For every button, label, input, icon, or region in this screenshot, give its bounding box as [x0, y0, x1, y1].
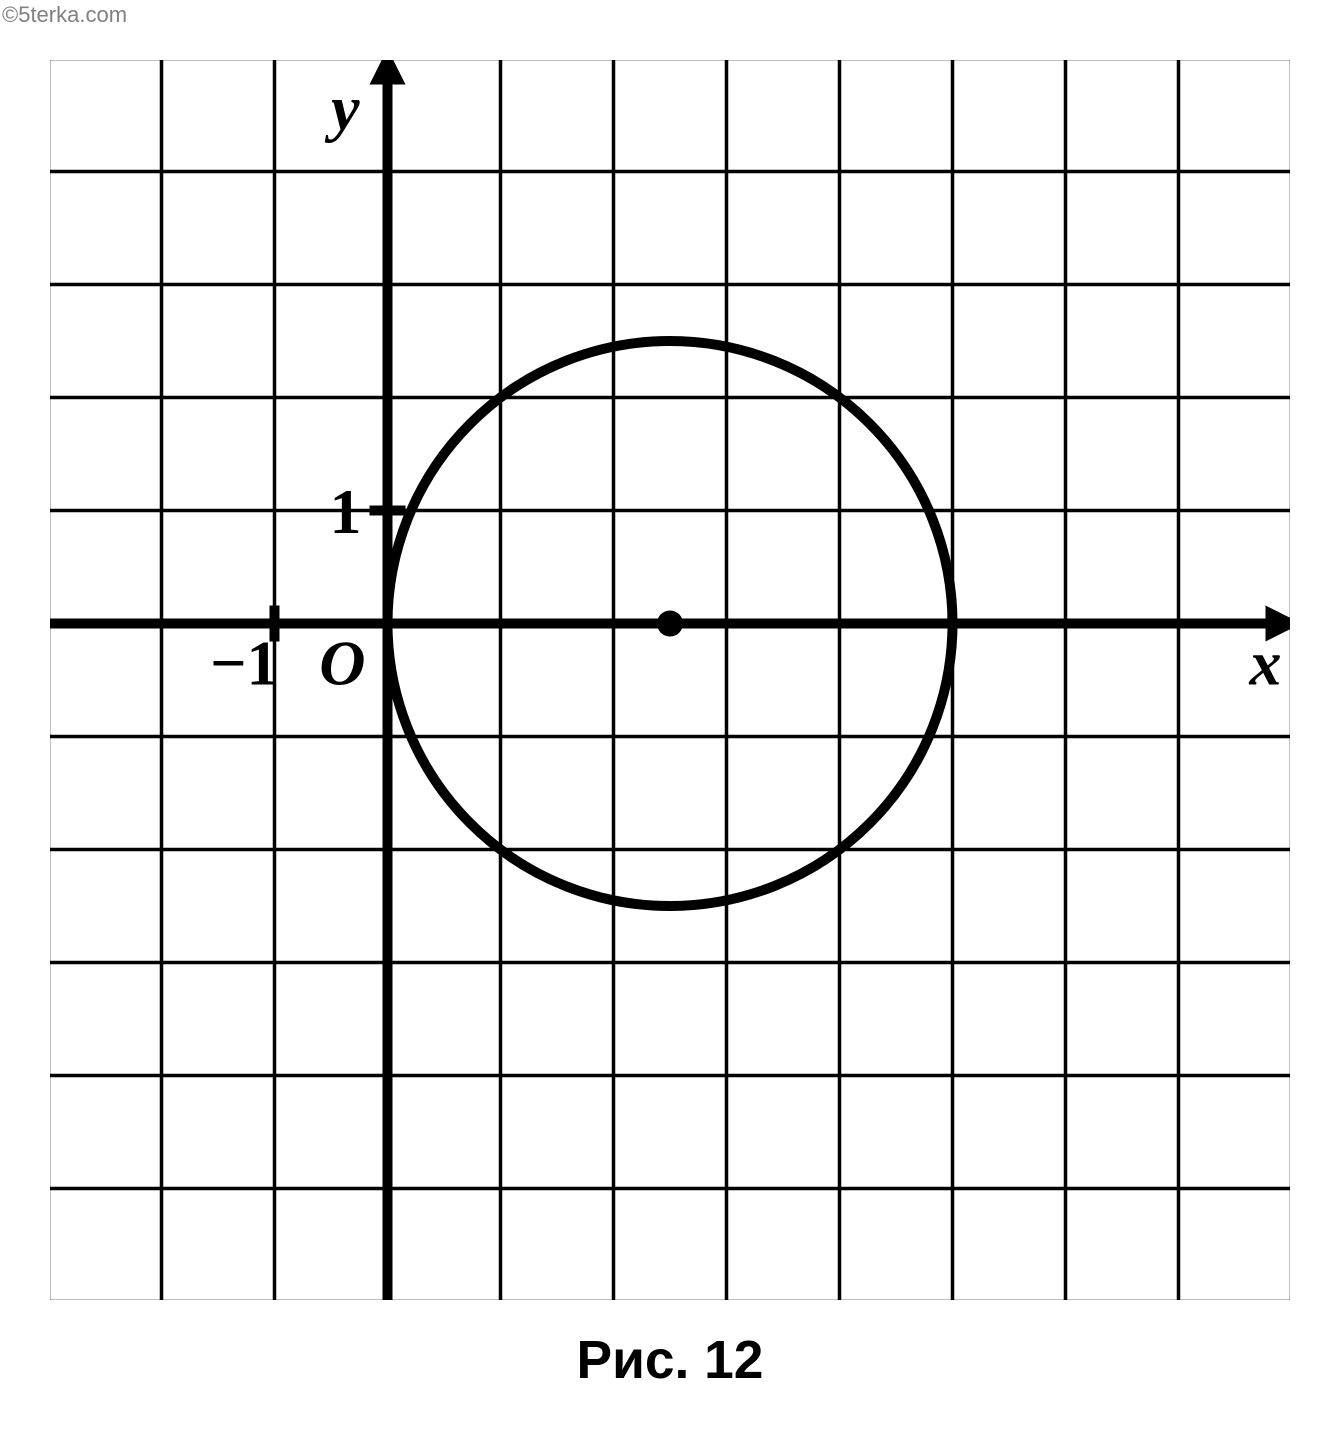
watermark-text: ©5terka.com [2, 2, 127, 28]
x-tick-label: −1 [210, 627, 278, 698]
figure-caption: Рис. 12 [50, 1330, 1290, 1391]
origin-label: O [319, 627, 365, 698]
circle-center-dot [657, 611, 683, 637]
figure: yxO1−1 Рис. 12 [50, 60, 1290, 1391]
y-tick-label: 1 [330, 476, 362, 547]
page: ©5terka.com yxO1−1 Рис. 12 [0, 0, 1343, 1451]
coordinate-plane-svg: yxO1−1 [50, 60, 1290, 1300]
x-axis-label: x [1249, 627, 1282, 698]
